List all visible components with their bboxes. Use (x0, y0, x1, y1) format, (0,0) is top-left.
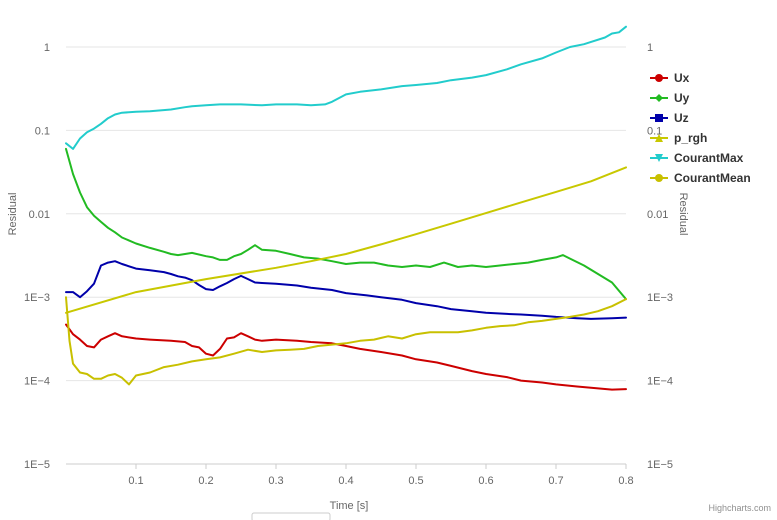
scrollbar-stub[interactable] (251, 512, 331, 520)
legend-item-uy[interactable]: Uy (650, 91, 690, 105)
y-axis-right-title: Residual (677, 193, 689, 236)
legend-item-ux[interactable]: Ux (650, 71, 690, 85)
x-tick-label: 0.2 (198, 475, 213, 487)
legend: Ux Uy Uz p_rgh CourantMax CourantMean (650, 71, 751, 185)
x-tick-label: 0.6 (478, 475, 493, 487)
y-axis-left-title: Residual (7, 193, 19, 236)
series-layer (65, 25, 627, 391)
x-tick-label: 0.3 (268, 475, 283, 487)
legend-label: p_rgh (674, 131, 707, 145)
y-tick-label-right: 1E−5 (647, 459, 673, 471)
legend-label: CourantMean (674, 171, 751, 185)
y-tick-label-left: 0.01 (29, 209, 50, 221)
legend-symbol-triangle-down (655, 154, 663, 162)
left-axis-ticks: 1E−5 1E−4 1E−3 0.01 0.1 1 (24, 42, 50, 471)
legend-label: CourantMax (674, 151, 744, 165)
right-axis-ticks: 1E−5 1E−4 1E−3 0.01 0.1 1 (647, 42, 673, 471)
series-line-p-rgh[interactable] (65, 166, 627, 314)
series-line-courantmax[interactable] (65, 25, 627, 150)
x-tick-label: 0.5 (408, 475, 423, 487)
x-tick-label: 0.8 (618, 475, 633, 487)
legend-symbol-square (655, 114, 663, 122)
y-tick-label-left: 1E−4 (24, 376, 50, 388)
y-tick-label-right: 0.01 (647, 209, 668, 221)
legend-label: Ux (674, 71, 690, 85)
y-tick-label-right: 1E−4 (647, 376, 673, 388)
legend-label: Uy (674, 91, 690, 105)
series-line-uz[interactable] (65, 260, 627, 320)
legend-item-uz[interactable]: Uz (650, 111, 689, 125)
legend-symbol-triangle (655, 134, 663, 142)
x-tick-label: 0.7 (548, 475, 563, 487)
x-tick-label: 0.1 (128, 475, 143, 487)
legend-symbol-circle (655, 74, 663, 82)
series-line-ux[interactable] (65, 323, 627, 391)
series-line-courantmean[interactable] (65, 296, 627, 386)
x-tick-label: 0.4 (338, 475, 353, 487)
y-tick-label-left: 1E−3 (24, 292, 50, 304)
credits-link[interactable]: Highcharts.com (708, 503, 771, 513)
y-tick-label-right: 1 (647, 42, 653, 54)
legend-item-p-rgh[interactable]: p_rgh (650, 131, 707, 145)
legend-symbol-diamond (655, 94, 663, 102)
y-tick-label-left: 1 (44, 42, 50, 54)
legend-item-courantmax[interactable]: CourantMax (650, 151, 744, 165)
legend-symbol-circle (655, 174, 663, 182)
y-tick-label-right: 1E−3 (647, 292, 673, 304)
y-tick-label-right: 0.1 (647, 125, 662, 137)
series-line-uy[interactable] (65, 147, 627, 301)
y-tick-label-left: 0.1 (35, 125, 50, 137)
x-axis-title: Time [s] (330, 500, 369, 512)
legend-label: Uz (674, 111, 689, 125)
x-axis-ticks: 0.1 0.2 0.3 0.4 0.5 0.6 0.7 0.8 (128, 464, 634, 487)
legend-item-courantmean[interactable]: CourantMean (650, 171, 751, 185)
y-tick-label-left: 1E−5 (24, 459, 50, 471)
